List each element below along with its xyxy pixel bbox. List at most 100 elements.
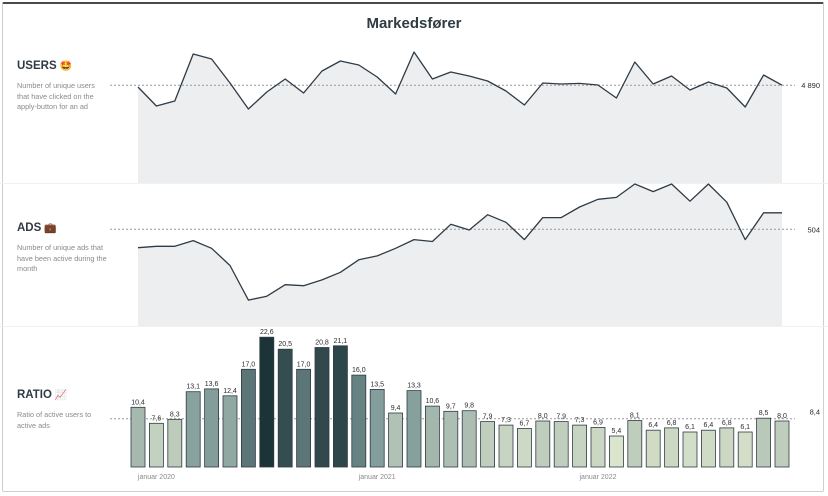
ratio-sidebar: RATIO 📈 Ratio of active users to active a… <box>17 389 107 431</box>
users-heading: USERS 🤩 <box>17 60 107 72</box>
ratio-bar <box>480 421 496 468</box>
x-tick-label: januar 2020 <box>137 474 175 481</box>
ratio-bar-label: 6,4 <box>648 422 658 429</box>
ratio-bar-label: 16,0 <box>352 367 366 374</box>
ratio-bar <box>351 374 367 468</box>
ratio-bar <box>130 406 146 468</box>
ratio-bar-label: 6,9 <box>593 419 603 426</box>
ratio-bar <box>553 421 569 468</box>
ratio-bar-label: 8,1 <box>630 412 640 419</box>
users-description: Number of unique users that have clicked… <box>17 81 95 111</box>
ratio-bar <box>517 428 532 468</box>
ratio-bar-label: 20,5 <box>278 341 292 348</box>
ratio-bar-label: 13,3 <box>407 383 421 390</box>
ratio-bar <box>388 412 404 468</box>
ratio-bar <box>535 420 551 468</box>
ratio-bar <box>682 431 698 468</box>
panel-separator <box>0 183 828 184</box>
ratio-bar <box>148 422 164 468</box>
chart-increasing-icon: 📈 <box>54 390 68 401</box>
ratio-bar <box>590 426 606 468</box>
ratio-bar <box>185 391 201 468</box>
ratio-bar <box>572 424 587 468</box>
ads-description: Number of unique ads that have been acti… <box>17 243 107 273</box>
ratio-reference-label: 8,4 <box>810 408 820 417</box>
ratio-bar-label: 13,1 <box>186 384 200 391</box>
ratio-bar-label: 20,8 <box>315 340 329 347</box>
ratio-bar <box>369 388 385 468</box>
x-tick-label: januar 2022 <box>579 474 617 481</box>
ratio-bar-label: 12,4 <box>223 388 237 395</box>
ratio-bar <box>701 429 716 468</box>
ratio-bar <box>240 368 256 468</box>
ratio-bar-label: 6,1 <box>740 424 750 431</box>
ads-heading-text: ADS <box>17 222 42 234</box>
ratio-bar <box>167 418 183 468</box>
ratio-bar-label: 7,9 <box>556 414 566 421</box>
ratio-bar-label: 7,3 <box>575 417 585 424</box>
ads-reference-label: 504 <box>807 225 820 234</box>
ratio-bar-label: 13,6 <box>205 381 219 388</box>
ratio-bar-label: 7,6 <box>152 415 162 422</box>
ratio-bar-label: 8,0 <box>777 413 787 420</box>
ratio-bar <box>314 347 330 468</box>
ratio-bar <box>277 348 293 468</box>
users-area <box>138 52 782 183</box>
ratio-bar-label: 9,7 <box>446 403 456 410</box>
users-line <box>137 51 783 110</box>
ratio-bar-label: 6,4 <box>704 422 714 429</box>
ratio-bar <box>498 424 514 468</box>
ratio-bar <box>737 431 753 468</box>
ads-line <box>137 183 782 301</box>
ratio-description: Ratio of active users to active ads <box>17 410 92 430</box>
users-sidebar: USERS 🤩 Number of unique users that have … <box>17 60 107 113</box>
ads-heading: ADS 💼 <box>17 222 107 234</box>
ratio-bar-label: 10,6 <box>426 398 440 405</box>
ads-sidebar: ADS 💼 Number of unique ads that have been… <box>17 222 107 275</box>
ratio-heading-text: RATIO <box>17 389 52 401</box>
briefcase-icon: 💼 <box>44 223 57 234</box>
ratio-bar <box>332 345 348 468</box>
ratio-bar <box>774 420 790 468</box>
x-tick-label: januar 2021 <box>358 474 396 481</box>
ratio-bar <box>756 417 771 468</box>
ratio-bar-label: 17,0 <box>242 361 256 368</box>
ratio-bar <box>222 395 238 468</box>
ratio-bar-label: 6,1 <box>685 424 695 431</box>
page-title: Markedsfører <box>366 15 462 32</box>
star-struck-icon: 🤩 <box>59 61 73 72</box>
ratio-bar-label: 6,7 <box>520 421 530 428</box>
ratio-bar <box>296 368 312 468</box>
ratio-bar <box>719 427 735 468</box>
ads-area <box>138 184 782 326</box>
ratio-bar-label: 17,0 <box>297 361 311 368</box>
ratio-heading: RATIO 📈 <box>17 389 107 401</box>
ratio-bar-label: 6,8 <box>667 420 677 427</box>
ratio-bar-label: 9,4 <box>391 405 401 412</box>
ratio-bar-label: 8,0 <box>538 413 548 420</box>
panel-separator <box>0 326 828 327</box>
ratio-bar-label: 7,3 <box>501 417 511 424</box>
ratio-bar <box>204 388 220 468</box>
ratio-bar <box>627 420 643 468</box>
ratio-bar <box>259 336 275 468</box>
ratio-bar <box>664 427 679 468</box>
ratio-bar <box>443 410 459 468</box>
ratio-bar <box>406 390 422 468</box>
ratio-bar-label: 6,8 <box>722 420 732 427</box>
ratio-bar-label: 22,6 <box>260 329 274 336</box>
ratio-bar <box>609 435 624 468</box>
ratio-bar <box>424 405 440 468</box>
ratio-bar-label: 13,5 <box>370 381 384 388</box>
ratio-bar-label: 8,3 <box>170 411 180 418</box>
ratio-bar-label: 10,4 <box>131 399 145 406</box>
ratio-bar-label: 8,5 <box>759 410 769 417</box>
users-reference-label: 4 890 <box>801 81 820 90</box>
ratio-bar-label: 5,4 <box>612 428 622 435</box>
ratio-bar-label: 21,1 <box>334 338 348 345</box>
users-heading-text: USERS <box>17 60 57 72</box>
ratio-bar-label: 9,8 <box>464 403 474 410</box>
ratio-bar <box>645 429 661 468</box>
